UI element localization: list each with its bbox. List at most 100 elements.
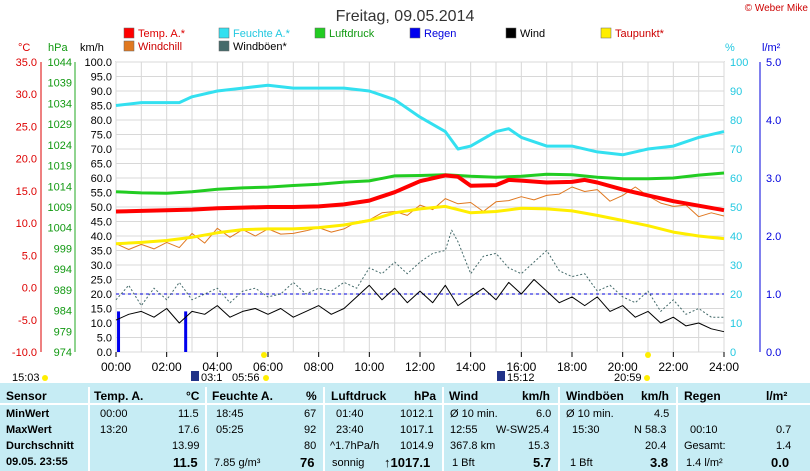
temp-tick-label: 0.0 [22,283,37,295]
sun-icon [644,375,650,381]
wind-tick-label: 40.0 [91,231,112,243]
legend-label: Feuchte A.* [233,28,291,40]
sun-icon [263,375,269,381]
rain-tick-label: 1.0 [766,289,781,301]
weather-chart: Freitag, 09.05.2014 Temp. A.* Feuchte A.*… [12,8,781,383]
pressure-unit-label: hPa [48,42,68,54]
axis-unit-labels: °C hPa km/h % l/m² [18,42,781,54]
max-boeen-direction: N [634,424,642,436]
legend-swatch [218,27,230,39]
moon-icon [497,371,505,381]
header-wind: Wind [449,389,479,403]
avg-feuchte-value: 80 [304,440,317,452]
sun-marker-label: 15:12 [507,372,535,383]
table-divider [88,387,90,471]
max-wind-time: 12:55 [450,424,478,436]
wind-tick-label: 30.0 [91,260,112,272]
max-regen-value: 0.7 [776,424,792,436]
now-feuchte-absolute: 7.85 g/m³ [214,457,261,469]
legend-label: Windchill [138,41,182,53]
legend-label: Taupunkt* [615,28,665,40]
pressure-tick-label: 1004 [48,223,72,235]
max-regen-time: 00:10 [690,424,718,436]
max-boeen-value: 58.3 [645,424,667,436]
max-feuchte-value: 92 [304,424,317,436]
max-luft-time: 23:40 [336,424,364,436]
min-wind-label: Ø 10 min. [450,408,498,420]
min-temp-time: 00:00 [100,408,128,420]
time-tick-label: 22:00 [658,360,688,374]
series-line-taupunkt [115,204,725,246]
header-temp-unit: °C [186,389,200,403]
humidity-tick-label: 60 [730,173,742,185]
legend-label: Wind [520,28,545,40]
table-divider [442,387,444,471]
time-tick-label: 00:00 [101,360,131,374]
min-luft-value: 1012.1 [400,408,434,420]
legend: Temp. A.* Feuchte A.* Luftdruck Regen Wind Ta… [123,27,665,53]
header-boeen-unit: km/h [641,389,670,403]
row-label-min: MinWert [6,408,50,420]
header-wind-unit: km/h [522,389,551,403]
pressure-tick-label: 984 [54,306,72,318]
rain-tick-label: 4.0 [766,115,781,127]
max-feuchte-time: 05:25 [216,424,244,436]
humidity-tick-label: 0 [730,347,736,359]
legend-swatch [409,27,421,39]
pressure-tick-label: 1034 [48,98,72,110]
row-label-avg: Durchschnitt [6,440,74,452]
rain-tick-label: 0.0 [766,347,781,359]
wind-tick-label: 10.0 [91,318,112,330]
humidity-tick-label: 70 [730,144,742,156]
now-boeen-bft: 1 Bft [570,457,593,469]
temp-tick-label: 10.0 [16,218,37,230]
sun-icon [645,352,651,358]
avg-luft-trend: ^1.7hPa/h [330,440,380,452]
legend-swatch [314,27,326,39]
rain-bar [117,311,121,352]
now-feuchte-value: 76 [300,455,315,470]
time-tick-label: 14:00 [456,360,486,374]
brand-label: © Weber Mike [744,3,808,14]
legend-swatch [123,40,135,52]
max-wind-value: 25.4 [528,424,550,436]
humidity-tick-label: 40 [730,231,742,243]
series-line-feuchtea [115,83,725,157]
now-regen-value: 0.0 [771,455,790,470]
wind-tick-label: 5.0 [97,333,112,345]
wind-tick-label: 15.0 [91,304,112,316]
wind-tick-label: 25.0 [91,275,112,287]
humidity-tick-label: 80 [730,115,742,127]
time-tick-label: 08:00 [304,360,334,374]
time-tick-label: 06:00 [253,360,283,374]
sun-marker-label: 03:1 [201,372,222,383]
series-line-luftdruck [115,171,725,195]
time-tick-label: 12:00 [405,360,435,374]
pressure-tick-label: 1024 [48,140,72,152]
temp-tick-label: 30.0 [16,89,37,101]
humidity-tick-label: 90 [730,86,742,98]
avg-luft-value: 1014.9 [400,440,434,452]
humidity-unit-label: % [725,42,735,54]
avg-regen-label: Gesamt: [684,440,726,452]
wind-tick-label: 35.0 [91,246,112,258]
table-divider [676,387,678,471]
series-line-tempa [115,173,725,214]
legend-swatch [505,27,517,39]
header-feuchte: Feuchte A. [212,389,273,403]
summary-table: Sensor Temp. A. °C Feuchte A. % Luftdruc… [0,383,810,471]
legend-swatch [123,27,135,39]
plot-area: 100.095.090.085.080.075.070.065.060.055.… [12,57,781,383]
header-sensor: Sensor [6,389,47,403]
header-feuchte-unit: % [306,389,317,403]
chart-title: Freitag, 09.05.2014 [336,8,475,25]
legend-label: Windböen* [233,41,288,53]
now-weather-state: sonnig [332,457,365,469]
time-tick-label: 18:00 [557,360,587,374]
wind-tick-label: 100.0 [84,57,112,69]
now-wind-bft: 1 Bft [452,457,475,469]
avg-wind-distance: 367.8 km [450,440,496,452]
wind-tick-label: 75.0 [91,130,112,142]
temp-tick-label: 5.0 [22,250,37,262]
header-luftdruck: Luftdruck [331,389,387,403]
